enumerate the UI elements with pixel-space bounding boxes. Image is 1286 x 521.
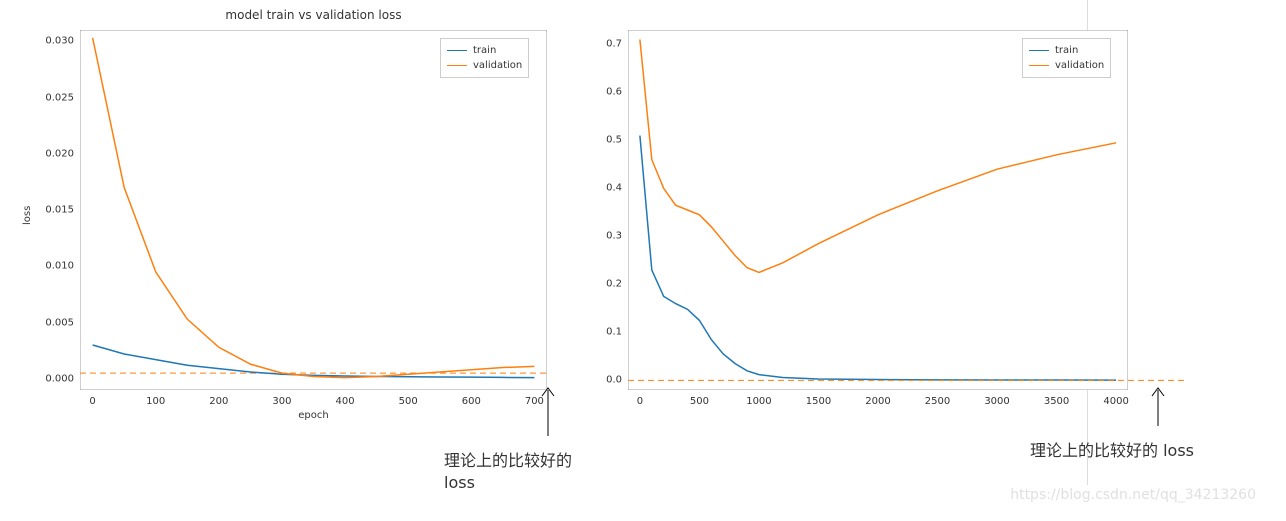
legend-swatch-validation xyxy=(1029,65,1049,66)
page: model train vs validation loss loss epoc… xyxy=(0,0,1286,521)
legend-row-validation: validation xyxy=(1029,58,1104,73)
chart-right: 0 500 1000 1500 2000 2500 3000 3500 4000 0.0 0.1 0… xyxy=(0,0,1200,430)
tick-label: 0.7 xyxy=(606,39,622,50)
chart-right-annotation-arrow xyxy=(1148,384,1168,429)
tick-label: 2000 xyxy=(865,396,890,407)
tick-label: 0 xyxy=(637,396,643,407)
chart-right-annotation-text: 理论上的比较好的 loss xyxy=(1030,440,1194,462)
tick-label: 0.6 xyxy=(606,87,622,98)
tick-label: 1500 xyxy=(806,396,831,407)
chart-left-annotation-line2: loss xyxy=(444,472,572,494)
tick-label: 3000 xyxy=(984,396,1009,407)
tick-label: 2500 xyxy=(925,396,950,407)
chart-right-hline xyxy=(628,30,1188,390)
tick-label: 0.4 xyxy=(606,183,622,194)
tick-label: 4000 xyxy=(1103,396,1128,407)
chart-right-legend: train validation xyxy=(1022,38,1111,78)
legend-label-validation: validation xyxy=(1055,58,1104,73)
chart-left-annotation-text: 理论上的比较好的 loss xyxy=(444,450,572,494)
legend-row-train: train xyxy=(1029,43,1104,58)
legend-swatch-train xyxy=(1029,50,1049,51)
chart-left-annotation-line1: 理论上的比较好的 xyxy=(444,450,572,472)
legend-label-train: train xyxy=(1055,43,1078,58)
tick-label: 0.0 xyxy=(606,375,622,386)
tick-label: 0.3 xyxy=(606,231,622,242)
tick-label: 1000 xyxy=(746,396,771,407)
tick-label: 3500 xyxy=(1044,396,1069,407)
tick-label: 0.1 xyxy=(606,327,622,338)
tick-label: 500 xyxy=(690,396,709,407)
watermark: https://blog.csdn.net/qq_34213260 xyxy=(1010,487,1256,503)
tick-label: 0.2 xyxy=(606,279,622,290)
tick-label: 0.5 xyxy=(606,135,622,146)
